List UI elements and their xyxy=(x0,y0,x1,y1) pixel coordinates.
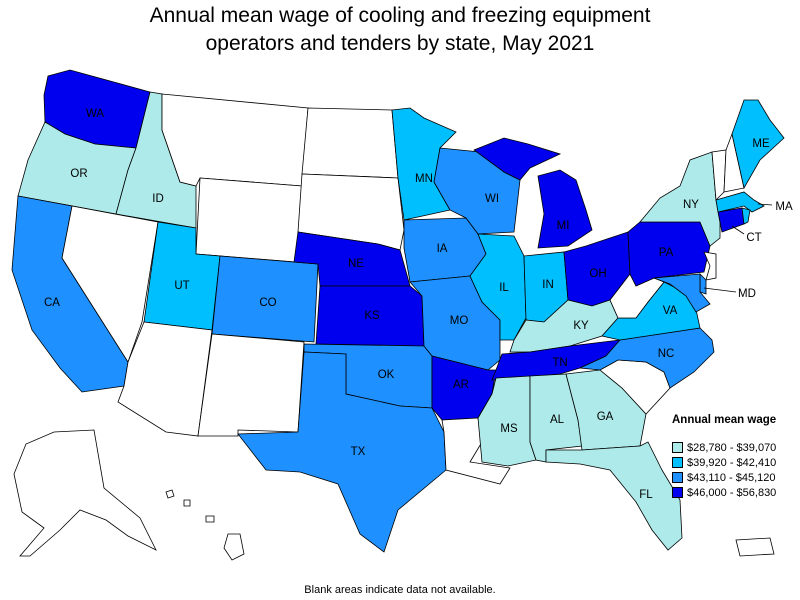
state-de[interactable] xyxy=(699,273,707,295)
state-pr[interactable] xyxy=(735,537,775,557)
label-co: CO xyxy=(259,297,276,309)
legend-item: $39,920 - $42,410 xyxy=(672,455,800,470)
label-fl: FL xyxy=(639,489,653,501)
legend-label: $28,780 - $39,070 xyxy=(687,441,777,454)
state-hi[interactable] xyxy=(165,489,245,561)
legend-swatch xyxy=(672,487,683,498)
leader-md xyxy=(703,287,737,293)
state-tx[interactable] xyxy=(237,351,447,553)
state-me[interactable] xyxy=(731,99,785,190)
label-ca: CA xyxy=(44,297,60,309)
leader-ma xyxy=(757,203,773,206)
label-ne: NE xyxy=(348,258,364,270)
state-il[interactable] xyxy=(469,233,527,341)
label-md: MD xyxy=(738,288,756,300)
label-ga: GA xyxy=(597,411,614,423)
label-il: IL xyxy=(499,282,509,294)
label-tx: TX xyxy=(351,446,366,458)
state-nm[interactable] xyxy=(197,333,305,437)
label-tn: TN xyxy=(552,357,567,369)
label-ut: UT xyxy=(174,280,189,292)
leader-ct xyxy=(731,225,745,235)
label-al: AL xyxy=(550,414,565,426)
state-az[interactable] xyxy=(117,321,213,437)
state-mt[interactable] xyxy=(161,93,309,187)
label-me: ME xyxy=(752,138,770,150)
map-title: Annual mean wage of cooling and freezing… xyxy=(0,2,800,58)
label-ar: AR xyxy=(453,379,469,391)
legend-swatch xyxy=(672,457,683,468)
legend-label: $43,110 - $45,120 xyxy=(687,471,776,484)
legend-swatch xyxy=(672,442,683,453)
map-legend: Annual mean wage $28,780 - $39,070 $39,9… xyxy=(672,414,800,500)
state-wy[interactable] xyxy=(195,177,303,263)
legend-title: Annual mean wage xyxy=(672,414,777,426)
state-nd[interactable] xyxy=(301,107,399,179)
label-ky: KY xyxy=(573,320,589,332)
title-line-1: Annual mean wage of cooling and freezing… xyxy=(149,4,651,27)
label-or: OR xyxy=(70,168,87,180)
legend-item: $28,780 - $39,070 xyxy=(672,440,800,455)
label-ia: IA xyxy=(437,243,448,255)
label-pa: PA xyxy=(659,247,674,259)
label-wi: WI xyxy=(485,193,499,205)
state-ak[interactable] xyxy=(13,429,157,557)
label-mi: MI xyxy=(557,220,570,232)
legend-swatch xyxy=(672,472,683,483)
legend-item: $43,110 - $45,120 xyxy=(672,470,800,485)
label-ks: KS xyxy=(364,310,380,322)
state-nv[interactable] xyxy=(61,205,159,363)
state-mi[interactable] xyxy=(473,137,593,249)
label-va: VA xyxy=(663,305,678,317)
state-ri[interactable] xyxy=(741,207,751,225)
label-in: IN xyxy=(542,279,554,291)
state-ct[interactable] xyxy=(717,207,745,233)
legend-item: $46,000 - $56,830 xyxy=(672,485,800,500)
label-ct: CT xyxy=(746,232,761,244)
label-ok: OK xyxy=(378,369,395,381)
label-ms: MS xyxy=(500,423,518,435)
state-md[interactable] xyxy=(653,273,711,313)
label-nc: NC xyxy=(658,348,675,360)
label-ny: NY xyxy=(683,199,699,211)
state-fl[interactable] xyxy=(545,441,683,551)
footnote: Blank areas indicate data not available. xyxy=(304,584,496,596)
title-line-2: operators and tenders by state, May 2021 xyxy=(205,32,595,55)
label-mo: MO xyxy=(450,315,469,327)
state-nj[interactable] xyxy=(703,251,717,281)
label-id: ID xyxy=(152,193,164,205)
label-mn: MN xyxy=(415,173,433,185)
label-oh: OH xyxy=(589,268,606,280)
legend-label: $39,920 - $42,410 xyxy=(687,456,777,469)
label-wa: WA xyxy=(86,108,104,120)
legend-label: $46,000 - $56,830 xyxy=(687,486,777,499)
state-co[interactable] xyxy=(211,255,319,343)
label-ma: MA xyxy=(775,201,793,213)
